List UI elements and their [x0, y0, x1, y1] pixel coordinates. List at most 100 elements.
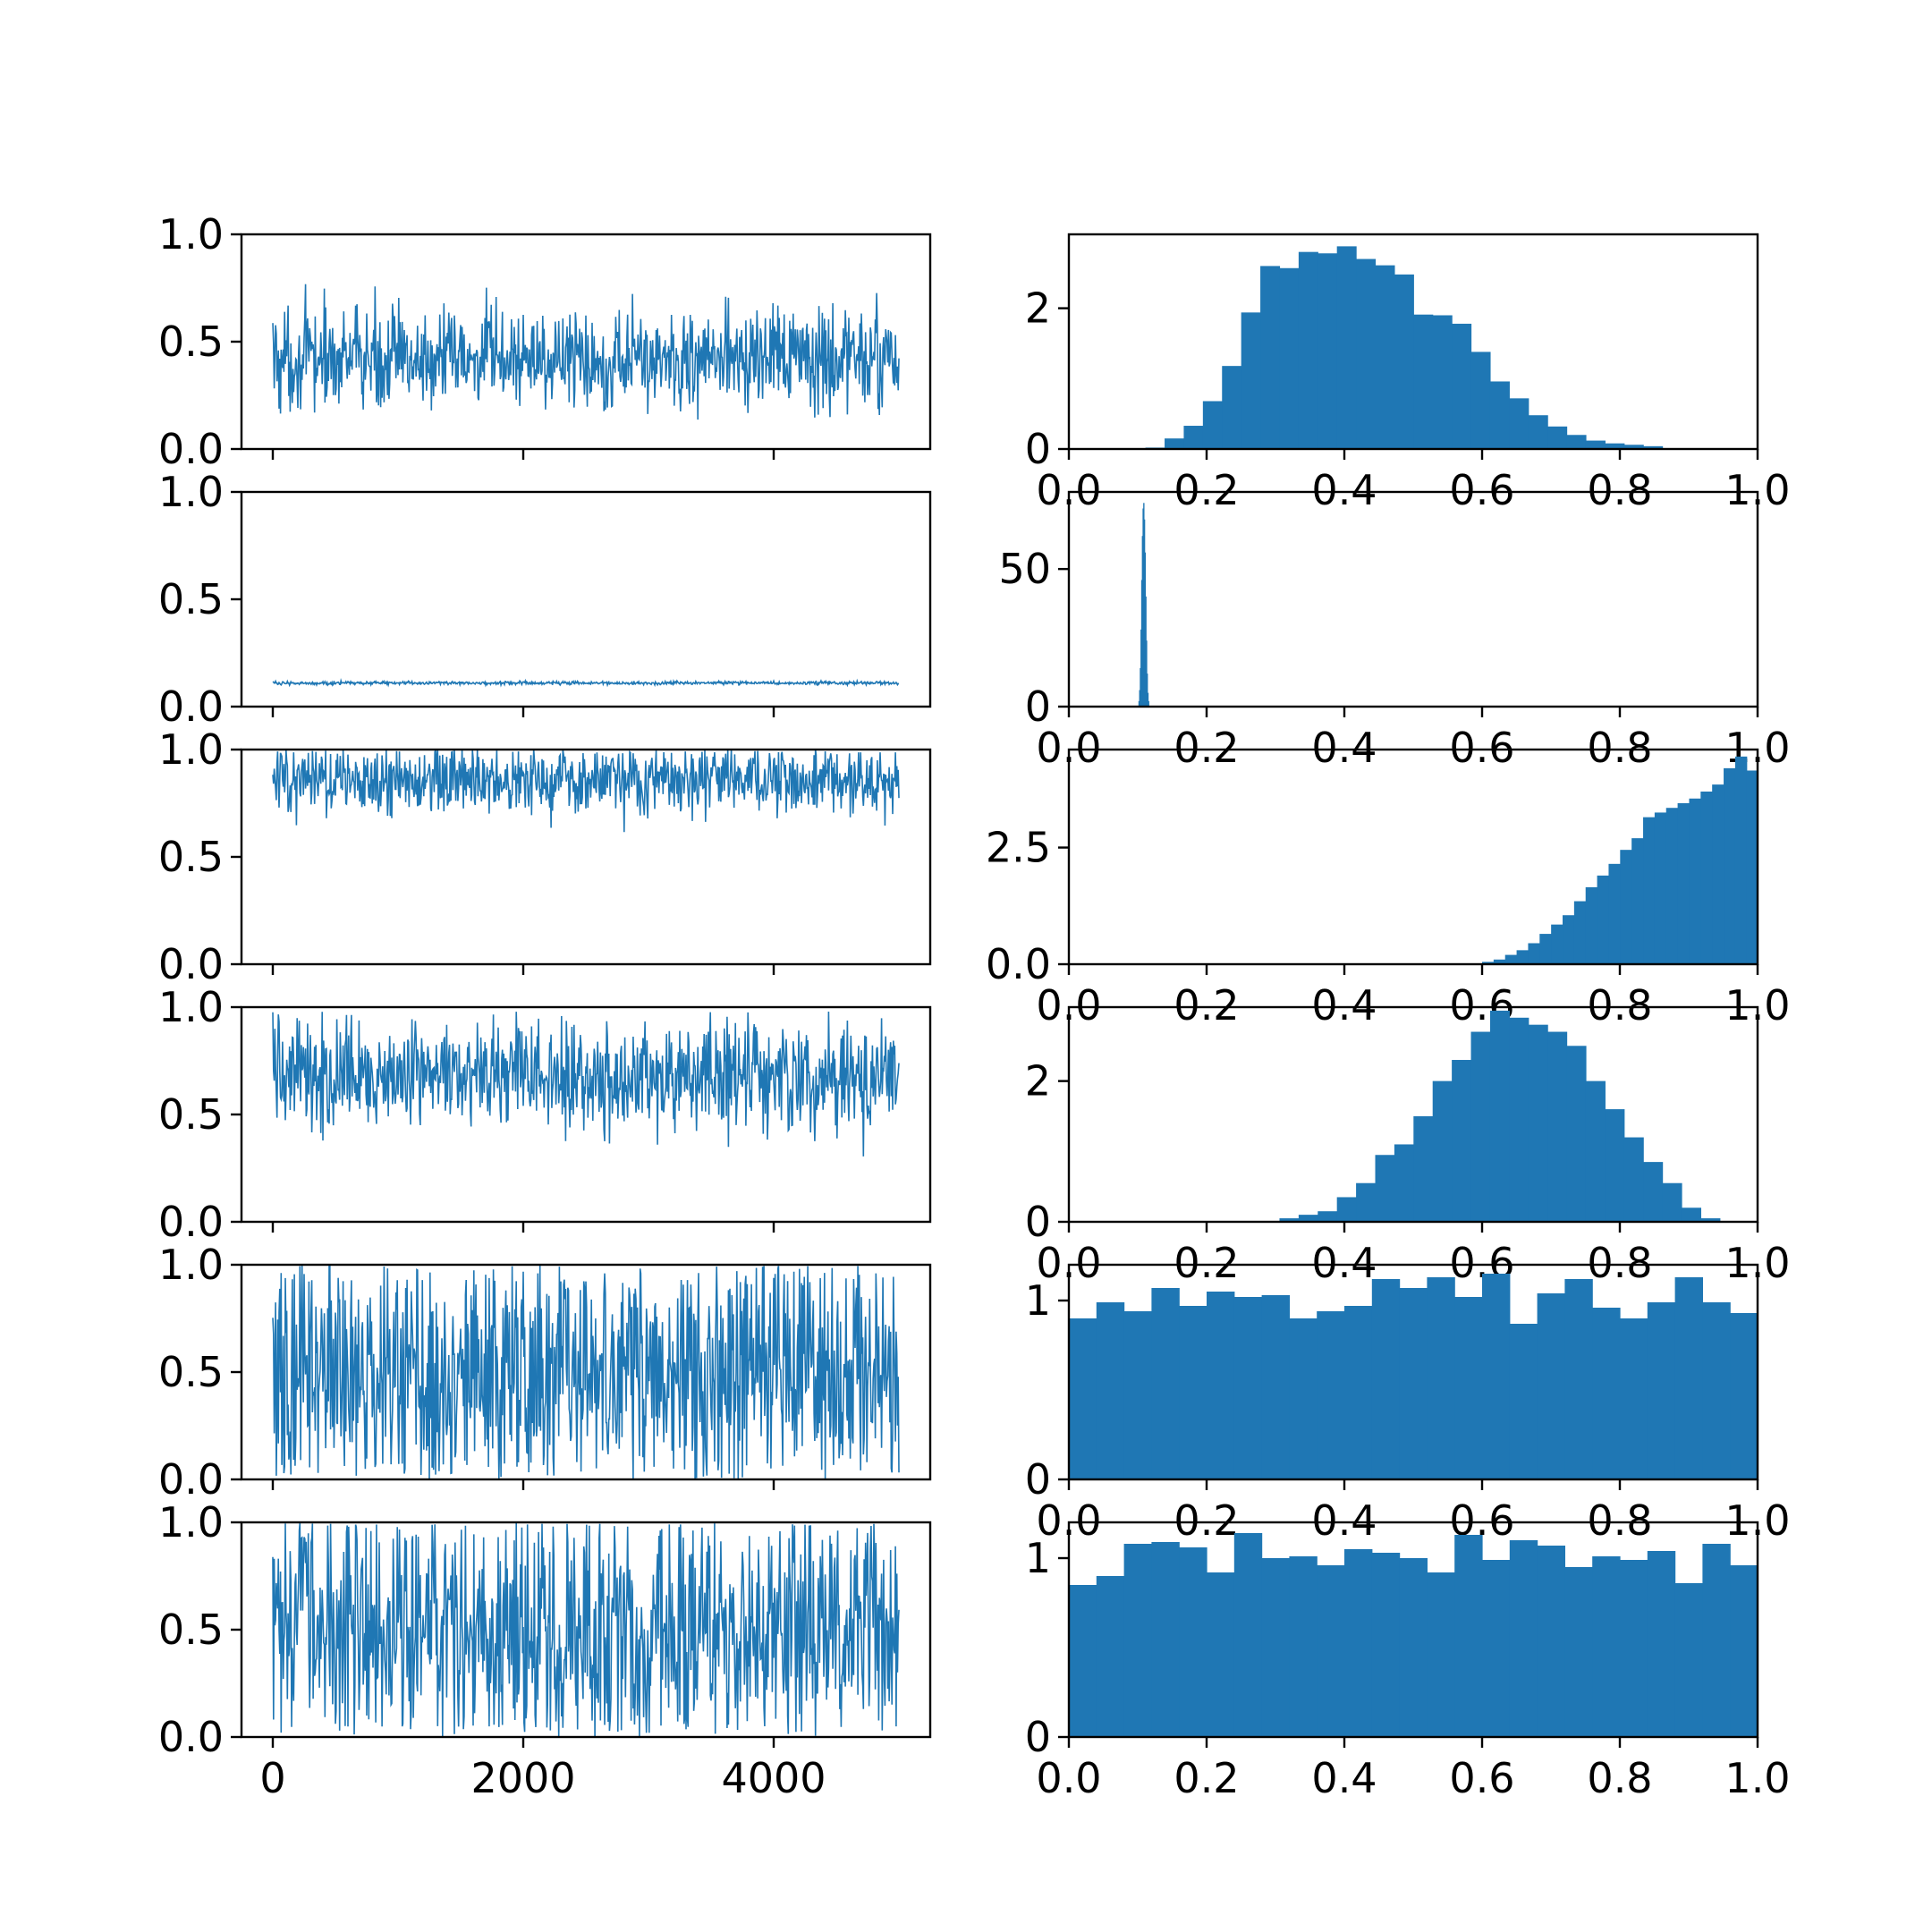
histogram-bar [1493, 959, 1506, 964]
histogram-bar [1509, 398, 1530, 449]
y-tick-label: 0.0 [158, 682, 224, 731]
histogram-bar [1566, 435, 1587, 449]
histogram-bar [1452, 1060, 1472, 1222]
histogram-bar [1620, 1318, 1648, 1479]
x-tick-label: 0.4 [1311, 1496, 1377, 1545]
histogram-bar [1724, 767, 1736, 964]
trace-line [272, 284, 900, 420]
x-tick-label: 0.4 [1311, 1239, 1377, 1287]
x-tick-label: 0.2 [1174, 1496, 1239, 1545]
histogram-bar [1620, 850, 1632, 964]
histogram-bar [1375, 1155, 1395, 1222]
histogram-bar [1165, 438, 1185, 449]
histogram-bar [1143, 503, 1145, 707]
histogram-bar [1142, 508, 1144, 707]
x-tick-label: 0.2 [1174, 981, 1239, 1030]
histogram-bar [1298, 1215, 1318, 1222]
histogram-bar [1298, 251, 1318, 449]
histogram-bar [1551, 924, 1563, 964]
plot-area [272, 284, 900, 420]
histogram-bar [1489, 1010, 1510, 1222]
trace-3: 0.0 0.5 1.0 [158, 725, 932, 988]
plot-area [1069, 1533, 1758, 1737]
axes-frame [240, 748, 932, 966]
y-tick-label: 1.0 [158, 468, 224, 516]
axes-frame [240, 1005, 932, 1224]
histogram-bar [1399, 1288, 1428, 1479]
histogram-bar [1702, 1544, 1731, 1737]
histogram-bar [1674, 1277, 1703, 1479]
axes-frame [1067, 1005, 1759, 1224]
y-tick-label: 0.0 [158, 425, 224, 473]
histogram-bar [1279, 267, 1300, 449]
x-tick-label: 0.4 [1311, 466, 1377, 514]
x-tick-label: 0 [259, 1754, 285, 1802]
histogram-bar [1504, 954, 1518, 964]
y-tick-label: 2.5 [986, 824, 1051, 872]
histogram-bar [1566, 1046, 1587, 1222]
histogram-bar [1677, 803, 1690, 964]
histogram-bar [1069, 1585, 1097, 1737]
histogram-bar [1143, 519, 1146, 707]
y-tick-label: 1.0 [158, 1498, 224, 1546]
axes-frame [1067, 1521, 1759, 1739]
histogram-bar [1096, 1576, 1125, 1737]
axes-frame [240, 490, 932, 708]
histogram-bar [1585, 440, 1606, 449]
plot-area [272, 678, 900, 688]
histogram-bar [1489, 381, 1510, 449]
histogram-bar [1647, 1551, 1676, 1737]
hist-6: 0 1 0.0 0.2 0.4 0.6 0.8 1.0 [1025, 1521, 1791, 1802]
hist-3: 0.02.50.0 0.2 0.4 0.6 0.8 1.0 [986, 748, 1791, 1030]
histogram-bar [1608, 863, 1621, 964]
trace-line [272, 678, 900, 688]
x-tick-label: 0.8 [1587, 981, 1652, 1030]
x-tick-label: 0.2 [1174, 1239, 1239, 1287]
x-tick-label: 1.0 [1724, 1754, 1790, 1802]
histogram-bar [1202, 401, 1223, 449]
histogram-bar [1138, 700, 1140, 707]
x-tick-label: 0.6 [1449, 724, 1514, 772]
histogram-bar [1344, 1306, 1373, 1479]
histogram-bar [1539, 934, 1552, 964]
y-tick-label: 0.5 [158, 318, 224, 366]
y-tick-label: 2 [1025, 284, 1051, 333]
histogram-bar [1096, 1302, 1125, 1479]
histogram-bar [1207, 1292, 1235, 1479]
x-tick-label: 0.4 [1311, 1754, 1377, 1802]
histogram-bar [1261, 1295, 1290, 1479]
histogram-bar [1689, 798, 1701, 964]
histogram-bar [1233, 1533, 1263, 1737]
histogram-bar [1702, 1302, 1731, 1479]
y-tick-label: 0 [1025, 682, 1051, 731]
y-tick-label: 1.0 [158, 983, 224, 1031]
histogram-bar [1279, 1218, 1300, 1222]
histogram-bar [1605, 1109, 1625, 1222]
trace-2: 0.0 0.5 1.0 [158, 468, 932, 731]
histogram-bar [1643, 1162, 1664, 1222]
histogram-bar [1564, 1279, 1593, 1479]
y-tick-label: 1.0 [158, 1241, 224, 1289]
histogram-bar [1662, 1182, 1682, 1222]
histogram-bar [1123, 1311, 1152, 1479]
histogram-bar [1537, 1546, 1565, 1737]
histogram-bar [1140, 629, 1142, 707]
trace-1: 0.0 0.5 1.0 [158, 210, 932, 473]
histogram-bar [1674, 1583, 1703, 1737]
histogram-bar [1069, 1318, 1097, 1479]
histogram-bar [1623, 1137, 1644, 1222]
hist-5: 010.0 0.2 0.4 0.6 0.8 1.0 [1025, 1263, 1791, 1545]
histogram-bar [1336, 246, 1357, 449]
histogram-bar [1620, 1560, 1648, 1737]
histogram-bar [1371, 1279, 1401, 1479]
histogram-bar [1547, 1031, 1568, 1222]
histogram-bar [1123, 1544, 1152, 1737]
histogram-bar [1394, 274, 1414, 449]
histogram-bar [1146, 640, 1148, 707]
x-tick-label: 0.6 [1449, 1754, 1514, 1802]
histogram-bar [1454, 1297, 1483, 1479]
x-tick-label: 0.4 [1311, 981, 1377, 1030]
histogram-bar [1317, 1565, 1345, 1737]
plot-area [1482, 756, 1758, 964]
